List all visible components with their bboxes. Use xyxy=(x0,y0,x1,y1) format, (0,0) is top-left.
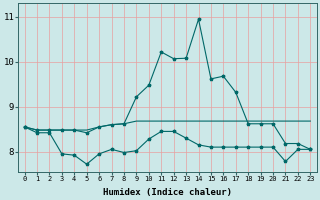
X-axis label: Humidex (Indice chaleur): Humidex (Indice chaleur) xyxy=(103,188,232,197)
